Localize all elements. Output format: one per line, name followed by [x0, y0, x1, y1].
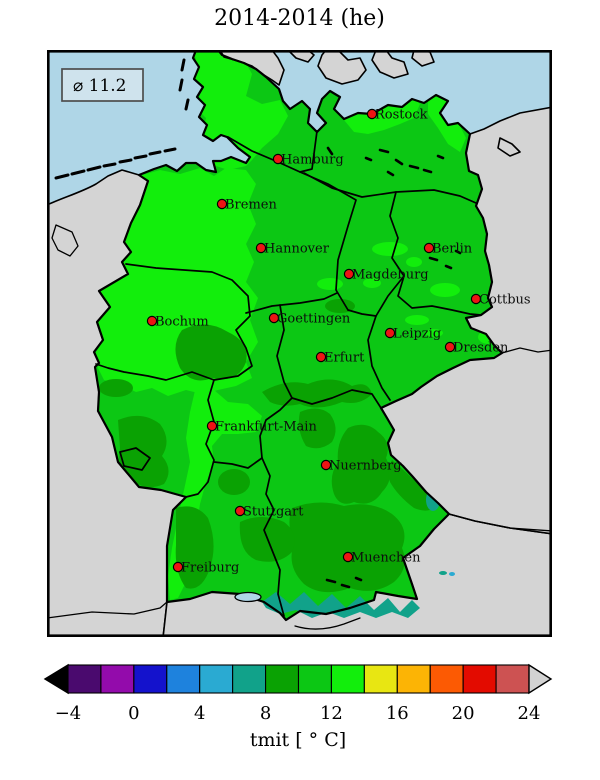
colorbar-right-arrow — [528, 663, 553, 695]
city-marker-dresden — [444, 341, 456, 353]
city-marker-bochum — [146, 315, 158, 327]
mecklenburg-lakes — [326, 146, 445, 177]
mean-annotation-text: ⌀ 11.2 — [73, 76, 127, 96]
colorbar-segment-20-22 — [462, 664, 497, 694]
danish-island-2 — [317, 50, 367, 85]
city-marker-muenchen — [342, 551, 354, 563]
colorbar-segment--4--2 — [67, 664, 102, 694]
colorbar-segment-22-24 — [495, 664, 530, 694]
city-marker-rostock — [366, 108, 378, 120]
city-marker-hamburg — [272, 153, 284, 165]
city-label-magdeburg: Magdeburg — [352, 268, 429, 283]
city-label-hannover: Hannover — [264, 242, 330, 257]
colorbar-tick-24: 24 — [518, 703, 541, 724]
city-marker-leipzig — [384, 327, 396, 339]
map-frame — [47, 50, 552, 637]
polish-islet — [497, 137, 521, 157]
colorbar-tick-20: 20 — [452, 703, 475, 724]
colorbar-tick-4: 4 — [194, 703, 205, 724]
city-marker-nuernberg — [320, 459, 332, 471]
city-label-nuernberg: Nuernberg — [329, 459, 402, 474]
colorbar-segments — [67, 664, 530, 694]
lake-bleed-teal — [439, 571, 447, 575]
colorbar-tick-16: 16 — [386, 703, 409, 724]
map-title: 2014-2014 (he) — [214, 6, 385, 31]
lakes-and-islands — [54, 58, 462, 603]
lake-bleed-blue — [449, 572, 455, 576]
neighbour-land — [47, 106, 552, 637]
city-marker-hannover — [255, 242, 267, 254]
colorbar-segment--2-0 — [100, 664, 135, 694]
city-label-muenchen: Muenchen — [351, 551, 421, 566]
colorbar-segment-16-18 — [396, 664, 431, 694]
city-marker-stuttgart — [234, 505, 246, 517]
city-marker-magdeburg — [343, 268, 355, 280]
city-marker-freiburg — [172, 561, 184, 573]
danish-island-1 — [287, 50, 315, 63]
city-label-bochum: Bochum — [155, 315, 209, 330]
colorbar-segment-18-20 — [429, 664, 464, 694]
colorbar: −4 0 4 8 12 16 20 24 tmit [ ° C] — [43, 663, 553, 751]
colorbar-tick--4: −4 — [55, 703, 82, 724]
city-marker-cottbus — [470, 293, 482, 305]
frisian-islands — [54, 58, 190, 180]
city-label-stuttgart: Stuttgart — [243, 505, 304, 520]
neighbour-borders — [47, 224, 552, 630]
cities-layer: Rostock Hamburg Bremen Hannover BerlinMagdeb… — [146, 108, 531, 576]
colorbar-left-arrow — [43, 663, 69, 695]
city-label-bremen: Bremen — [225, 198, 277, 213]
city-label-dresden: Dresden — [453, 341, 509, 356]
state-borders — [95, 130, 482, 617]
denmark — [219, 50, 521, 157]
city-label-berlin: Berlin — [432, 242, 473, 257]
city-label-erfurt: Erfurt — [324, 351, 365, 366]
colorbar-tick-12: 12 — [320, 703, 343, 724]
city-label-hamburg: Hamburg — [281, 153, 344, 168]
mean-annotation-box — [61, 68, 144, 102]
colorbar-tick-8: 8 — [260, 703, 271, 724]
city-marker-berlin — [423, 242, 435, 254]
colorbar-label: tmit [ ° C] — [250, 729, 346, 751]
colorbar-segment-14-16 — [363, 664, 398, 694]
city-label-frankfurt-main: Frankfurt-Main — [215, 420, 317, 435]
city-label-freiburg: Freiburg — [181, 561, 239, 576]
colorbar-segment-6-8 — [232, 664, 267, 694]
mean-annotation: ⌀ 11.2 — [61, 68, 144, 102]
alpine-lakes — [325, 576, 363, 589]
city-marker-frankfurt-main — [206, 420, 218, 432]
city-label-goettingen: Goettingen — [277, 312, 351, 327]
city-label-cottbus: Cottbus — [479, 293, 531, 308]
danish-island-3 — [371, 50, 409, 79]
city-marker-bremen — [216, 198, 228, 210]
colorbar-tick-0: 0 — [128, 703, 139, 724]
colorbar-segment-4-6 — [199, 664, 234, 694]
colorbar-segment-0-2 — [133, 664, 168, 694]
berlin-lakes — [428, 249, 462, 270]
city-marker-erfurt — [315, 351, 327, 363]
city-label-leipzig: Leipzig — [393, 327, 441, 342]
germany-temperature-map: Rostock Hamburg Bremen Hannover BerlinMagdeb… — [47, 50, 552, 637]
city-label-rostock: Rostock — [375, 108, 428, 123]
city-marker-goettingen — [268, 312, 280, 324]
colorbar-segment-2-4 — [166, 664, 201, 694]
band-8-10-patches — [99, 299, 438, 593]
colorbar-segment-12-14 — [330, 664, 365, 694]
colorbar-segment-8-10 — [265, 664, 300, 694]
colorbar-segment-10-12 — [297, 664, 332, 694]
colorbar-tick-labels: −4 0 4 8 12 16 20 24 — [55, 703, 541, 724]
lake-constance — [234, 591, 262, 603]
